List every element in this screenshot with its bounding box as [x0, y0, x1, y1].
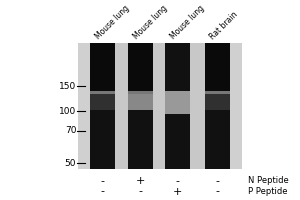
- Bar: [165, 89, 190, 114]
- Bar: [128, 43, 153, 169]
- Bar: [205, 94, 230, 110]
- Bar: [128, 94, 153, 110]
- Text: 50: 50: [65, 159, 76, 168]
- Bar: [90, 94, 115, 110]
- Bar: [205, 110, 230, 169]
- Bar: [205, 43, 230, 91]
- Bar: [190, 43, 205, 169]
- Bar: [128, 43, 153, 169]
- Bar: [205, 43, 230, 94]
- Bar: [90, 43, 115, 91]
- Bar: [205, 91, 230, 94]
- Bar: [128, 110, 153, 169]
- Text: -: -: [176, 176, 180, 186]
- Bar: [90, 91, 115, 94]
- Text: P Peptide: P Peptide: [248, 187, 288, 196]
- Text: 150: 150: [59, 82, 76, 91]
- Bar: [165, 91, 190, 114]
- Bar: [205, 43, 230, 169]
- Text: Mouse lung: Mouse lung: [168, 4, 206, 41]
- Bar: [90, 110, 115, 169]
- Text: -: -: [101, 176, 105, 186]
- Text: -: -: [215, 176, 219, 186]
- Bar: [90, 43, 115, 94]
- Text: +: +: [136, 176, 146, 186]
- Bar: [78, 43, 242, 169]
- Bar: [90, 94, 115, 110]
- Bar: [128, 91, 153, 94]
- Bar: [90, 43, 115, 169]
- Bar: [128, 43, 153, 91]
- Text: Rat brain: Rat brain: [208, 10, 239, 41]
- Text: Mouse lung: Mouse lung: [93, 4, 131, 41]
- Text: N Peptide: N Peptide: [248, 176, 289, 185]
- Text: -: -: [215, 187, 219, 197]
- Bar: [205, 94, 230, 97]
- Text: +: +: [173, 187, 182, 197]
- Bar: [128, 43, 153, 94]
- Bar: [165, 43, 190, 169]
- Bar: [153, 43, 165, 169]
- Bar: [128, 94, 153, 110]
- Text: 100: 100: [59, 107, 76, 116]
- Text: 70: 70: [65, 126, 76, 135]
- Bar: [165, 43, 190, 169]
- Bar: [90, 43, 115, 169]
- Bar: [128, 94, 153, 97]
- Bar: [115, 43, 128, 169]
- Bar: [205, 43, 230, 169]
- Text: Mouse lung: Mouse lung: [132, 4, 169, 41]
- Text: -: -: [139, 187, 143, 197]
- Text: -: -: [101, 187, 105, 197]
- Bar: [205, 94, 230, 110]
- Bar: [90, 94, 115, 97]
